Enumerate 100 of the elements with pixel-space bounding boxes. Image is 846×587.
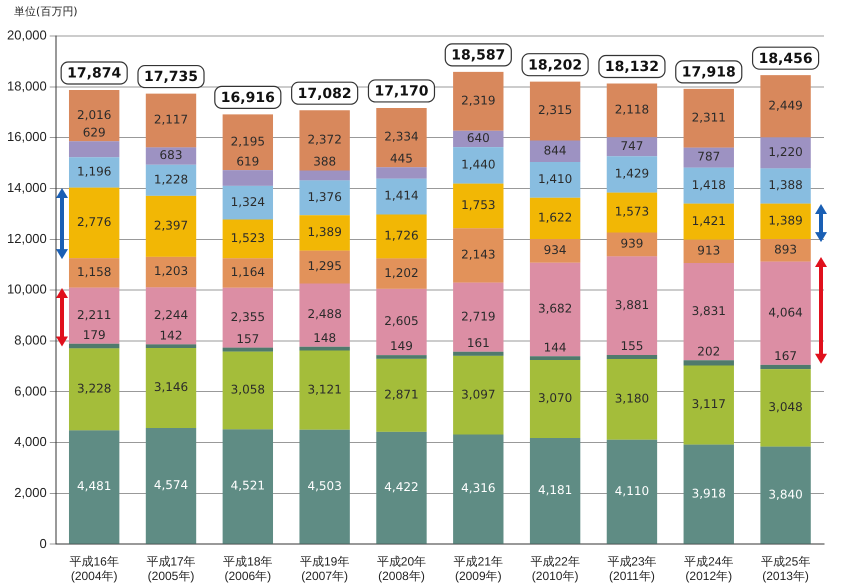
data-label: 142 <box>160 328 182 343</box>
bar <box>222 186 274 220</box>
total-label: 17,170 <box>374 84 429 100</box>
data-label: 388 <box>313 154 336 169</box>
bar <box>530 239 580 263</box>
bar <box>453 72 504 131</box>
x-tick-label: 平成23年(2011年) <box>607 554 657 584</box>
data-label: 2,871 <box>384 387 419 402</box>
data-label: 1,164 <box>230 265 265 280</box>
bar <box>606 355 658 359</box>
total-label: 18,587 <box>451 48 506 64</box>
data-label: 1,421 <box>692 214 726 228</box>
data-label: 445 <box>390 151 413 166</box>
data-label: 3,070 <box>538 391 572 406</box>
bar <box>376 432 427 544</box>
bar <box>530 162 580 198</box>
y-tick-label: 18,000 <box>6 78 47 94</box>
data-label: 1,388 <box>768 178 803 192</box>
data-label: 2,118 <box>614 102 650 116</box>
data-label: 179 <box>82 328 106 342</box>
bar <box>222 429 274 544</box>
data-label: 844 <box>544 143 567 158</box>
bar <box>146 256 196 288</box>
data-label: 1,220 <box>768 145 803 160</box>
bar <box>376 167 427 179</box>
bar <box>453 147 504 184</box>
data-label: 1,726 <box>384 228 419 243</box>
bar <box>606 83 658 138</box>
data-label: 2,211 <box>76 308 112 322</box>
bar <box>68 141 120 158</box>
data-label: 1,429 <box>614 166 650 181</box>
x-tick-label: 平成24年(2012年) <box>684 554 734 584</box>
bar <box>606 358 658 440</box>
y-tick-label: 10,000 <box>6 282 47 297</box>
bar <box>299 430 350 544</box>
data-label: 3,881 <box>614 298 650 312</box>
bar <box>606 156 658 193</box>
bar <box>222 352 274 430</box>
data-label: 3,048 <box>768 400 803 414</box>
total-label: 16,916 <box>220 90 275 106</box>
bar <box>299 215 350 251</box>
bar <box>222 170 274 186</box>
bar <box>146 344 196 348</box>
data-label: 148 <box>313 330 336 345</box>
data-label: 4,064 <box>768 305 803 320</box>
data-label: 157 <box>236 332 260 346</box>
y-tick-label: 20,000 <box>6 28 47 43</box>
bar <box>760 204 811 239</box>
data-label: 2,488 <box>307 307 342 322</box>
bar <box>146 164 196 196</box>
data-label: 3,146 <box>154 380 188 394</box>
total-label: 17,874 <box>67 66 122 82</box>
bar <box>299 180 350 216</box>
bar <box>376 258 427 289</box>
bar <box>760 75 811 138</box>
data-label: 3,840 <box>768 487 803 502</box>
bar <box>684 365 734 445</box>
data-label: 4,110 <box>614 484 650 498</box>
bar <box>760 262 811 365</box>
bar <box>760 137 811 168</box>
bar <box>684 360 734 366</box>
bar <box>222 258 274 288</box>
bar <box>222 288 274 348</box>
data-label: 4,316 <box>461 481 496 496</box>
data-label: 2,605 <box>384 314 419 328</box>
y-tick-label: 12,000 <box>6 230 47 246</box>
data-label: 1,410 <box>538 172 572 186</box>
data-label: 2,315 <box>538 103 572 118</box>
x-tick-label: 平成17年(2005年) <box>146 554 196 584</box>
total-label: 17,735 <box>144 69 198 86</box>
data-label: 939 <box>620 236 644 251</box>
y-tick-label: 16,000 <box>6 129 47 144</box>
y-tick-label: 0 <box>40 536 47 551</box>
data-label: 4,181 <box>538 482 572 497</box>
data-label: 4,574 <box>154 478 188 492</box>
bar <box>453 282 504 352</box>
data-label: 913 <box>697 243 720 258</box>
data-label: 1,523 <box>230 230 265 245</box>
bar <box>146 196 196 257</box>
data-label: 640 <box>466 131 490 146</box>
data-label: 1,228 <box>154 172 188 186</box>
data-label: 2,244 <box>154 308 188 322</box>
bar <box>299 350 350 430</box>
data-label: 1,324 <box>230 194 265 209</box>
data-label: 3,097 <box>461 387 496 402</box>
data-label: 893 <box>774 242 798 256</box>
bar <box>68 348 120 430</box>
data-label: 3,117 <box>692 397 726 412</box>
data-label: 787 <box>697 150 720 164</box>
data-label: 3,121 <box>307 382 342 396</box>
bar <box>146 348 196 428</box>
data-label: 4,503 <box>307 478 342 493</box>
data-label: 2,449 <box>768 98 803 112</box>
bar <box>299 110 350 170</box>
y-tick-label: 6,000 <box>14 383 47 398</box>
bar <box>606 440 658 544</box>
data-label: 3,831 <box>692 304 726 318</box>
data-label: 1,440 <box>461 157 496 172</box>
data-label: 1,376 <box>307 190 342 204</box>
bar <box>453 352 504 356</box>
